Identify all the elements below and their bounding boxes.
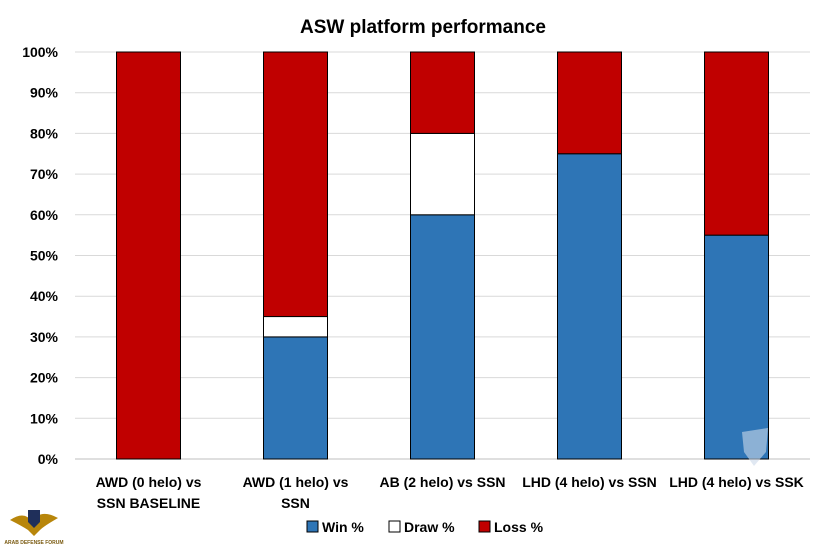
x-category-label: AWD (0 helo) vs [96, 474, 202, 490]
bar-segment [704, 234, 769, 460]
bar-segment [557, 153, 622, 460]
bar-segment [704, 51, 769, 236]
bar-segment [116, 51, 181, 460]
x-category-label: LHD (4 helo) vs SSN [522, 474, 657, 490]
legend: Win % Draw % Loss % [306, 519, 544, 535]
legend-label: Loss % [494, 519, 544, 535]
y-tick-label: 10% [30, 410, 59, 426]
x-category-label: SSN BASELINE [97, 495, 200, 511]
x-category-label: AB (2 helo) vs SSN [379, 474, 505, 490]
y-tick-label: 50% [30, 248, 59, 264]
y-tick-label: 100% [22, 44, 58, 60]
bar-segment [263, 51, 328, 318]
bar-segment [557, 51, 622, 155]
y-tick-label: 0% [38, 451, 59, 467]
bar-segment [410, 214, 475, 460]
bar-segment [410, 51, 475, 134]
logo-text: ARAB DEFENSE FORUM [4, 540, 63, 546]
chart-title: ASW platform performance [300, 17, 546, 38]
legend-swatch [478, 520, 491, 533]
legend-swatch [306, 520, 319, 533]
y-axis-ticks: 0% 10% 20% 30% 40% 50% 60% 70% 80% 90% 100% [22, 44, 58, 467]
legend-label: Win % [322, 519, 364, 535]
bars [116, 51, 769, 460]
logo-icon: ARAB DEFENSE FORUM [4, 510, 64, 546]
y-tick-label: 80% [30, 125, 59, 141]
y-tick-label: 30% [30, 329, 59, 345]
x-axis-categories: AWD (0 helo) vs SSN BASELINE AWD (1 helo) … [96, 474, 804, 511]
y-tick-label: 70% [30, 166, 59, 182]
x-category-label: SSN [281, 495, 310, 511]
y-tick-label: 20% [30, 370, 59, 386]
bar-segment [263, 336, 328, 460]
bar-segment [263, 316, 328, 338]
x-category-label: AWD (1 helo) vs [243, 474, 349, 490]
bar-segment [410, 132, 475, 216]
legend-label: Draw % [404, 519, 455, 535]
y-tick-label: 60% [30, 207, 59, 223]
watermark-shield-icon [742, 428, 768, 466]
y-tick-label: 90% [30, 85, 59, 101]
y-tick-label: 40% [30, 288, 59, 304]
legend-swatch [388, 520, 401, 533]
x-category-label: LHD (4 helo) vs SSK [669, 474, 804, 490]
